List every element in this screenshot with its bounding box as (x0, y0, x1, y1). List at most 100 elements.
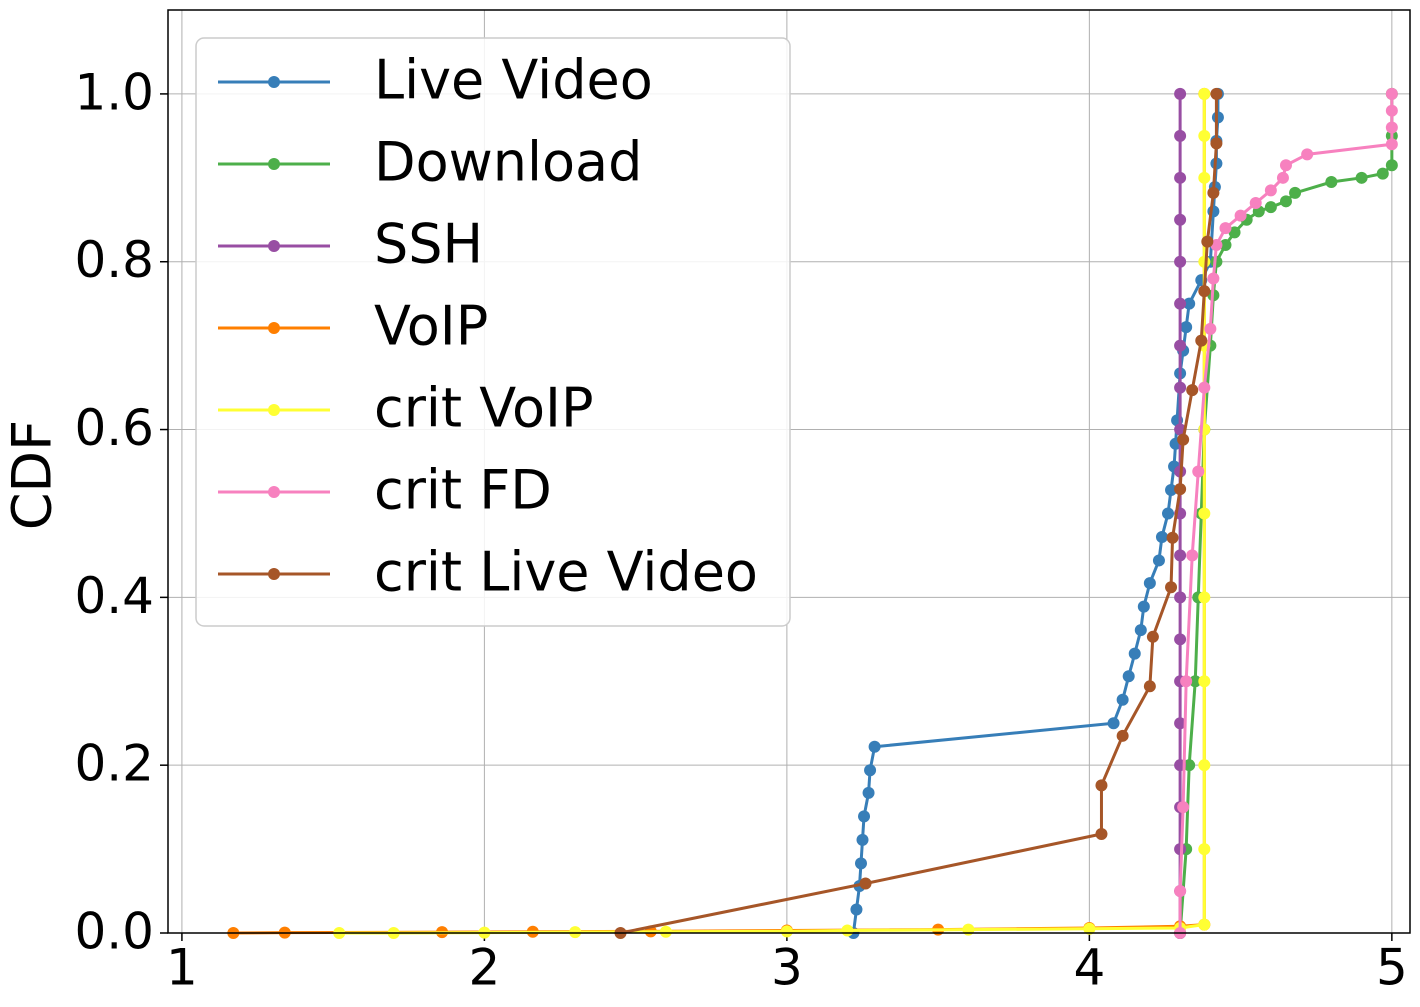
legend-label: crit VoIP (374, 377, 594, 440)
legend-marker (268, 158, 280, 170)
data-point (1195, 334, 1208, 347)
data-point (1207, 272, 1220, 285)
data-point (1174, 633, 1187, 646)
series (1174, 87, 1398, 939)
data-point (1186, 384, 1199, 397)
y-tick-label: 0.0 (74, 903, 154, 961)
data-point (1279, 159, 1292, 172)
y-tick-label: 1.0 (74, 63, 154, 121)
data-point (1177, 801, 1190, 814)
data-point (1174, 591, 1187, 604)
data-point (1183, 759, 1196, 772)
data-point (1385, 159, 1398, 172)
data-point (1180, 321, 1193, 334)
data-point (1219, 222, 1232, 235)
x-tick-label: 2 (468, 939, 500, 997)
y-tick-label: 0.2 (74, 735, 154, 793)
series (1174, 87, 1187, 939)
data-point (1210, 137, 1223, 150)
data-point (1134, 624, 1147, 637)
data-point (1095, 827, 1108, 840)
legend-marker (268, 486, 280, 498)
data-point (1198, 129, 1211, 142)
data-point (1174, 213, 1187, 226)
data-point (1211, 111, 1224, 124)
data-point (1116, 729, 1129, 742)
data-point (1174, 87, 1187, 100)
data-point (854, 857, 867, 870)
data-point (569, 926, 582, 939)
data-point (1204, 322, 1217, 335)
plot-frame (167, 9, 1411, 934)
legend-marker (268, 76, 280, 88)
data-point (1174, 129, 1187, 142)
data-point (1174, 549, 1187, 562)
data-point (1276, 171, 1289, 184)
data-point (858, 810, 871, 823)
data-point (1165, 581, 1178, 594)
data-point (1264, 184, 1277, 197)
legend-box (195, 37, 791, 627)
data-point (864, 764, 877, 777)
data-point (1174, 171, 1187, 184)
legend-marker (268, 322, 280, 334)
data-point (1264, 201, 1277, 214)
data-point (859, 877, 872, 890)
data-point (659, 925, 672, 938)
legend-label: Live Video (374, 49, 653, 112)
data-point (1325, 176, 1338, 189)
data-point (1189, 675, 1202, 688)
legend-label: crit Live Video (374, 541, 758, 604)
x-tick-label: 1 (166, 939, 198, 997)
data-point (1198, 255, 1211, 268)
data-point (1122, 670, 1135, 683)
data-point (1083, 922, 1096, 935)
legend-label: Download (374, 131, 642, 194)
data-point (1198, 507, 1211, 520)
x-tick-label: 3 (771, 939, 803, 997)
data-point (1155, 530, 1168, 543)
legend-marker (268, 404, 280, 416)
data-point (1162, 507, 1175, 520)
data-point (1174, 381, 1187, 394)
data-point (1201, 235, 1214, 248)
y-tick-label: 0.6 (74, 399, 154, 457)
data-point (1198, 591, 1211, 604)
legend-label: VoIP (374, 295, 488, 358)
data-point (1137, 600, 1150, 613)
data-point (1249, 196, 1262, 209)
data-point (1183, 297, 1196, 310)
data-point (1143, 577, 1156, 590)
legend: Live Video Download SSH VoIP crit VoIP crit F… (195, 37, 791, 627)
data-point (1198, 759, 1211, 772)
data-point (1165, 483, 1178, 496)
data-point (1174, 717, 1187, 730)
data-point (1180, 675, 1193, 688)
data-point (1198, 87, 1211, 100)
data-point (1210, 87, 1223, 100)
data-point (1198, 918, 1211, 931)
data-point (1198, 675, 1211, 688)
data-point (1128, 647, 1141, 660)
x-tick-label: 4 (1073, 939, 1105, 997)
data-point (1234, 209, 1247, 222)
data-point (1376, 167, 1389, 180)
data-point (1152, 554, 1165, 567)
data-point (850, 903, 863, 916)
data-point (1198, 843, 1211, 856)
y-axis-label: CDF (1, 420, 64, 530)
series (614, 87, 1223, 939)
data-point (1210, 238, 1223, 251)
data-point (1301, 148, 1314, 161)
data-point (841, 924, 854, 937)
data-point (1174, 483, 1187, 496)
data-point (1177, 433, 1190, 446)
data-point (1385, 121, 1398, 134)
data-point (862, 786, 875, 799)
legend-marker (268, 568, 280, 580)
data-point (868, 740, 881, 753)
data-point (1174, 255, 1187, 268)
series-line (620, 93, 1218, 935)
data-point (1107, 717, 1120, 730)
